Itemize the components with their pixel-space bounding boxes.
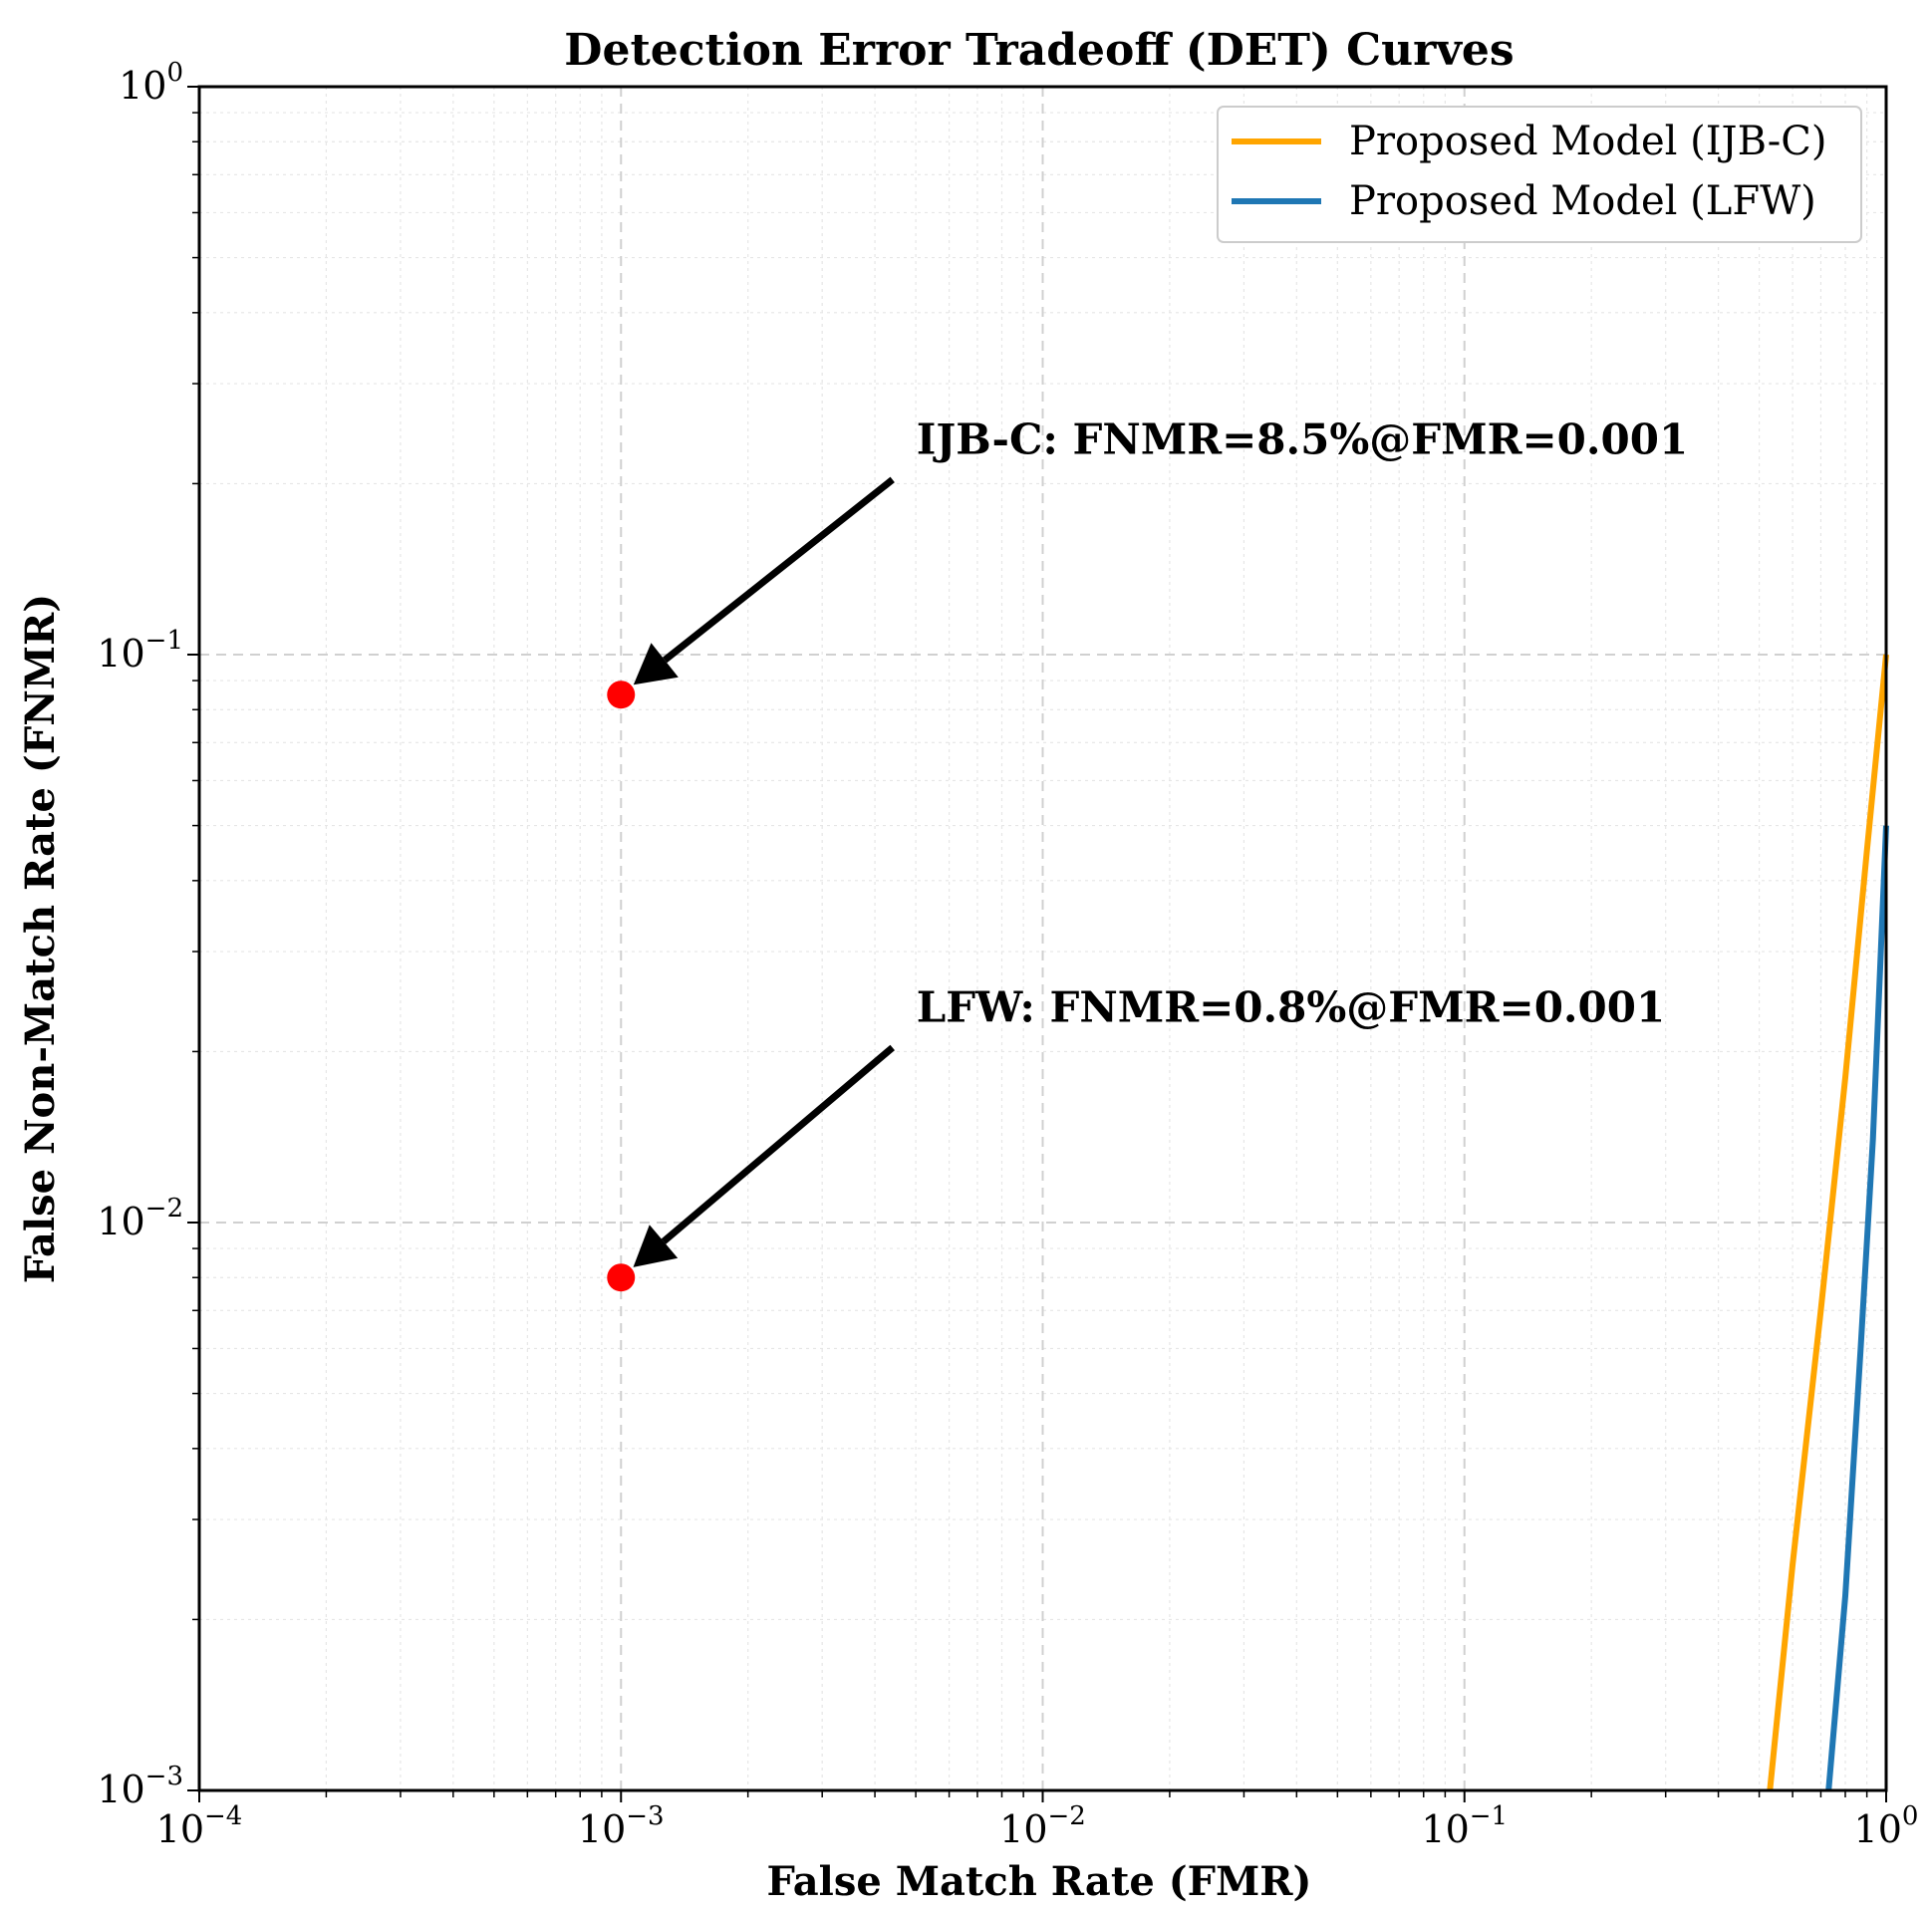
y-tick-label: 100: [119, 58, 183, 108]
legend-label-ijbc: Proposed Model (IJB-C): [1349, 119, 1826, 164]
point-lfw: [607, 1263, 636, 1292]
series-lines: [1767, 654, 1889, 1791]
x-tick-label: 10−3: [578, 1801, 665, 1851]
x-tick-label: 10−1: [1421, 1801, 1508, 1851]
y-tick-label: 10−1: [97, 626, 183, 676]
chart-title: Detection Error Tradeoff (DET) Curves: [564, 25, 1514, 76]
legend: Proposed Model (IJB-C) Proposed Model (L…: [1217, 106, 1862, 243]
x-tick-label: 10−4: [156, 1801, 243, 1851]
minor-grid: [199, 87, 1886, 1790]
y-tick-label: 10−2: [97, 1194, 183, 1243]
x-axis-label: False Match Rate (FMR): [767, 1858, 1312, 1905]
annotations: IJB-C: FNMR=8.5%@FMR=0.001 LFW: FNMR=0.8%…: [633, 414, 1688, 1267]
annotation-label: IJB-C: FNMR=8.5%@FMR=0.001: [917, 414, 1688, 463]
legend-box: [1217, 106, 1862, 243]
x-tick-label: 10−2: [999, 1801, 1086, 1851]
y-axis-label: False Non-Match Rate (FNMR): [17, 594, 64, 1283]
x-tick-label: 100: [1854, 1801, 1919, 1851]
legend-label-lfw: Proposed Model (LFW): [1349, 178, 1816, 224]
annotation-label: LFW: FNMR=0.8%@FMR=0.001: [917, 982, 1666, 1031]
series-line-ijbc: [1767, 654, 1889, 1791]
annotation-arrow-shaft: [661, 1044, 895, 1244]
annotation-arrow-shaft: [662, 476, 895, 664]
point-ijb-c: [607, 681, 636, 709]
annotation-arrow-head: [633, 643, 679, 685]
series-line-lfw: [1825, 825, 1889, 1791]
y-tick-label: 10−3: [97, 1762, 183, 1811]
annotation-arrow-head: [633, 1225, 679, 1267]
highlight-points: [607, 681, 636, 1292]
